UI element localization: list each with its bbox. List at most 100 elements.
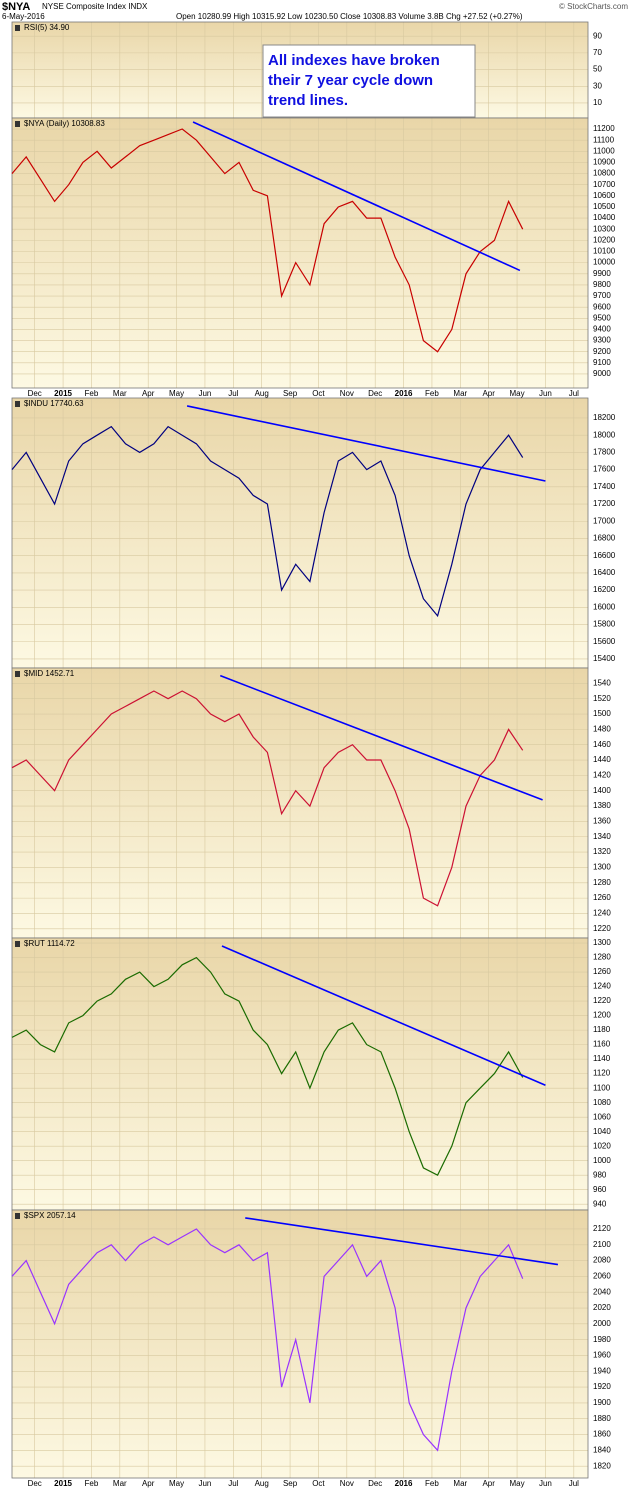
panel-title: $NYA (Daily) 10308.83 <box>24 119 105 128</box>
panel-background <box>12 938 588 1210</box>
y-tick-label: 10900 <box>593 158 616 167</box>
y-tick-label: 1220 <box>593 924 611 933</box>
x-tick-label: Aug <box>255 389 269 398</box>
y-tick-label: 1300 <box>593 938 611 947</box>
y-tick-label: 1040 <box>593 1127 611 1136</box>
y-tick-label: 1100 <box>593 1083 611 1092</box>
x-tick-label: Jun <box>539 389 552 398</box>
y-tick-label: 2080 <box>593 1256 611 1265</box>
panel-background <box>12 668 588 938</box>
x-tick-label: May <box>510 1479 525 1488</box>
y-tick-label: 1140 <box>593 1054 611 1063</box>
panel-background <box>12 1210 588 1478</box>
y-tick-label: 9500 <box>593 313 611 322</box>
y-tick-label: 70 <box>593 48 602 57</box>
y-tick-label: 1840 <box>593 1445 611 1454</box>
y-tick-label: 1340 <box>593 832 611 841</box>
y-tick-label: 15400 <box>593 654 616 663</box>
x-tick-label: May <box>169 389 184 398</box>
y-tick-label: 10300 <box>593 224 616 233</box>
y-tick-label: 1120 <box>593 1069 611 1078</box>
y-tick-label: 1420 <box>593 770 611 779</box>
y-tick-label: 16200 <box>593 585 616 594</box>
y-tick-label: 2120 <box>593 1224 611 1233</box>
source: © StockCharts.com <box>559 2 628 11</box>
y-tick-label: 18000 <box>593 430 616 439</box>
x-tick-label: 2015 <box>54 1479 72 1488</box>
y-tick-label: 10 <box>593 98 602 107</box>
x-tick-label: Feb <box>425 389 439 398</box>
x-tick-label: Jul <box>228 389 238 398</box>
y-tick-label: 1380 <box>593 801 611 810</box>
y-tick-label: 11200 <box>593 124 615 133</box>
x-tick-label: Jul <box>569 389 579 398</box>
y-tick-label: 960 <box>593 1185 607 1194</box>
x-tick-label: Dec <box>368 1479 382 1488</box>
x-tick-label: Apr <box>482 389 495 398</box>
panel-background <box>12 398 588 668</box>
title-icon <box>15 941 20 947</box>
y-tick-label: 2000 <box>593 1319 611 1328</box>
y-tick-label: 1520 <box>593 694 611 703</box>
y-tick-label: 2100 <box>593 1240 611 1249</box>
x-tick-label: Mar <box>113 389 127 398</box>
x-tick-label: Apr <box>482 1479 495 1488</box>
trend-line <box>221 945 546 1086</box>
y-tick-label: 1080 <box>593 1098 611 1107</box>
y-tick-label: 9200 <box>593 347 611 356</box>
y-tick-label: 9300 <box>593 336 611 345</box>
y-tick-label: 9600 <box>593 302 611 311</box>
annotation-text: trend lines. <box>268 92 348 109</box>
panel-title: $SPX 2057.14 <box>24 1211 76 1220</box>
trend-line <box>219 674 543 801</box>
price-line <box>11 128 524 353</box>
y-tick-label: 15800 <box>593 620 616 629</box>
x-tick-label: Mar <box>453 1479 467 1488</box>
title-icon <box>15 25 20 31</box>
y-tick-label: 9900 <box>593 269 611 278</box>
y-tick-label: 1200 <box>593 1011 611 1020</box>
y-tick-label: 1240 <box>593 982 611 991</box>
y-tick-label: 17200 <box>593 499 616 508</box>
y-tick-label: 980 <box>593 1170 607 1179</box>
symbol: $NYA <box>2 1 30 13</box>
x-tick-label: Sep <box>283 389 298 398</box>
price-line <box>11 956 524 1177</box>
y-tick-label: 50 <box>593 65 602 74</box>
x-tick-label: Feb <box>85 389 99 398</box>
y-tick-label: 15600 <box>593 637 616 646</box>
y-tick-label: 1860 <box>593 1430 611 1439</box>
y-tick-label: 1920 <box>593 1382 611 1391</box>
y-tick-label: 1280 <box>593 953 611 962</box>
y-tick-label: 1940 <box>593 1366 611 1375</box>
x-tick-label: Dec <box>28 1479 42 1488</box>
y-tick-label: 1900 <box>593 1398 611 1407</box>
title-icon <box>15 671 20 677</box>
y-tick-label: 9100 <box>593 358 611 367</box>
y-tick-label: 1500 <box>593 709 611 718</box>
y-tick-label: 9000 <box>593 369 611 378</box>
y-tick-label: 10200 <box>593 235 616 244</box>
y-tick-label: 18200 <box>593 413 616 422</box>
y-tick-label: 17600 <box>593 465 616 474</box>
panel-background <box>12 118 588 388</box>
x-tick-label: 2015 <box>54 389 72 398</box>
x-tick-label: Apr <box>142 1479 155 1488</box>
y-tick-label: 9700 <box>593 291 611 300</box>
x-tick-label: Jul <box>228 1479 238 1488</box>
x-tick-label: Jun <box>198 1479 211 1488</box>
y-tick-label: 1820 <box>593 1461 611 1470</box>
y-tick-label: 9400 <box>593 325 611 334</box>
y-tick-label: 1060 <box>593 1112 611 1121</box>
panel-title: $RUT 1114.72 <box>24 939 75 948</box>
index-name: NYSE Composite Index INDX <box>42 2 148 11</box>
y-tick-label: 17000 <box>593 516 616 525</box>
x-tick-label: Nov <box>340 1479 354 1488</box>
y-tick-label: 1460 <box>593 740 611 749</box>
x-tick-label: 2016 <box>395 389 413 398</box>
y-tick-label: 16600 <box>593 551 616 560</box>
x-tick-label: Jun <box>198 389 211 398</box>
x-tick-label: Jul <box>569 1479 579 1488</box>
y-tick-label: 10100 <box>593 247 616 256</box>
